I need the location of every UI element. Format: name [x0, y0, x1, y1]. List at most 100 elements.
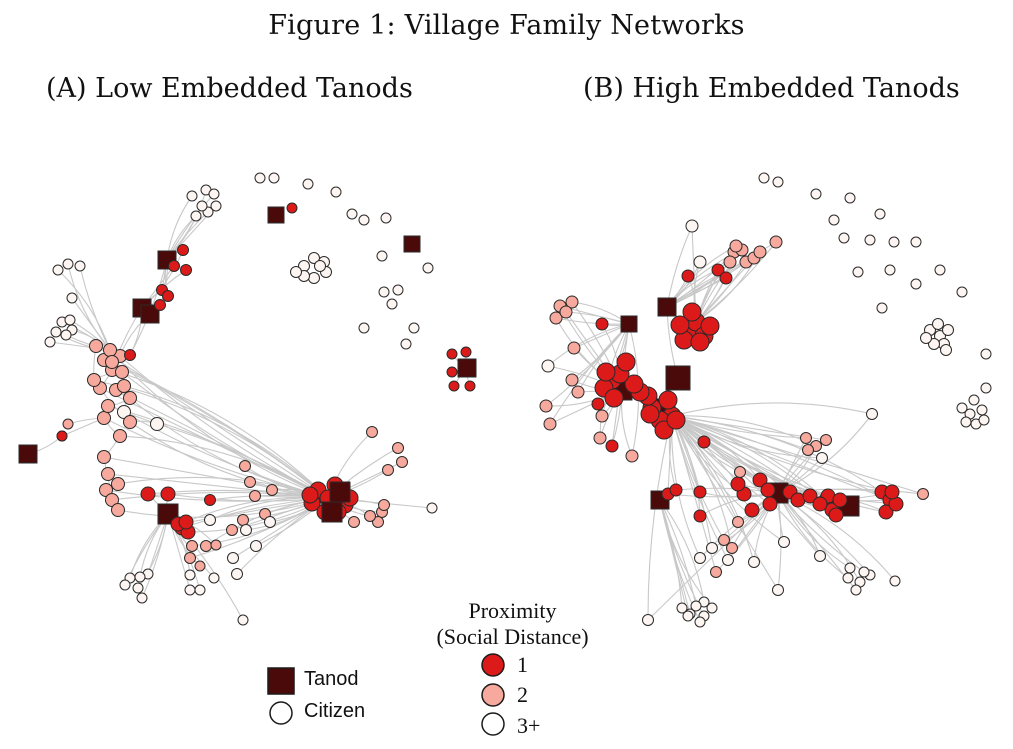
proximity-3plus-node [934, 264, 946, 276]
proximity-2-node [210, 539, 222, 551]
proximity-1-node [464, 380, 476, 392]
proximity-3plus-node [136, 592, 148, 604]
family-tie-edge [659, 499, 705, 603]
proximity-2-node [917, 488, 929, 500]
proximity-3plus-node [778, 536, 790, 548]
family-tie-edge [255, 497, 329, 547]
proximity-1-node [595, 317, 609, 331]
legend-tanod-square [267, 667, 295, 695]
proximity-3plus-node [186, 190, 198, 202]
proximity-3plus-node [184, 569, 196, 581]
proximity-2-node [266, 484, 278, 496]
proximity-3plus-node [184, 584, 196, 596]
family-tie-edge [121, 371, 329, 499]
proximity-2-node [97, 450, 111, 464]
proximity-3plus-node [816, 452, 828, 464]
family-tie-edge [671, 415, 823, 459]
legend-proximity-1-label: 1 [517, 652, 528, 677]
proximity-1-node [604, 388, 624, 408]
panel-a-title: (A) Low Embedded Tanods [46, 73, 413, 104]
proximity-3plus-node [268, 172, 280, 184]
proximity-2-node [732, 516, 744, 528]
proximity-2-node [237, 514, 249, 526]
proximity-2-node [571, 385, 585, 399]
proximity-2-node [226, 524, 238, 536]
legend-proximity-title: Proximity [468, 598, 557, 623]
tanod-node [403, 235, 421, 253]
family-tie-edge [671, 415, 807, 439]
family-tie-edge [671, 415, 809, 451]
proximity-1-node [446, 366, 458, 378]
proximity-3plus-node [810, 188, 822, 200]
proximity-2-node [565, 295, 579, 309]
proximity-3plus-node [541, 359, 555, 373]
proximity-3plus-node [694, 616, 706, 628]
proximity-1-node [711, 263, 725, 277]
proximity-1-node [752, 472, 768, 488]
proximity-3plus-node [722, 554, 734, 566]
legend-citizen-circle [269, 701, 293, 725]
proximity-2-node [117, 379, 131, 393]
proximity-3plus-node [380, 212, 392, 224]
proximity-2-node [366, 426, 378, 438]
proximity-3plus-node [194, 584, 206, 596]
proximity-2-node [97, 411, 111, 425]
tanod-node [140, 304, 160, 324]
proximity-3plus-node [290, 266, 302, 278]
proximity-2-node [769, 235, 783, 249]
proximity-1-node [719, 271, 733, 285]
proximity-2-node [539, 399, 553, 413]
proximity-3plus-node [866, 408, 878, 420]
proximity-3plus-node [308, 272, 320, 284]
proximity-3plus-node [968, 394, 980, 406]
proximity-1-node [301, 486, 319, 504]
proximity-3plus-node [772, 584, 784, 596]
proximity-1-node [884, 484, 900, 500]
proximity-2-node [723, 255, 737, 269]
proximity-3plus-node [134, 571, 146, 583]
family-tie-edge [123, 411, 329, 499]
family-tie-edge [111, 361, 329, 499]
proximity-1-node [658, 390, 678, 410]
proximity-3plus-node [376, 250, 388, 262]
proximity-3plus-node [204, 514, 216, 526]
proximity-2-node [123, 415, 137, 429]
proximity-1-node [624, 374, 644, 394]
family-tie-edge [647, 415, 673, 621]
proximity-3plus-node [132, 582, 144, 594]
family-tie-edge [103, 456, 329, 499]
proximity-1-node [56, 430, 68, 442]
proximity-3plus-node [852, 266, 864, 278]
proximity-3plus-node [828, 214, 840, 226]
proximity-1-node [616, 352, 636, 372]
proximity-2-node [565, 373, 579, 387]
proximity-2-node [103, 343, 117, 357]
tanod-node [329, 481, 351, 503]
proximity-3plus-node [227, 552, 239, 564]
proximity-3plus-node [346, 208, 358, 220]
family-tie-edge [671, 402, 873, 417]
proximity-1-node [744, 502, 760, 518]
proximity-2-node [392, 442, 404, 454]
proximity-2-node [105, 355, 119, 369]
proximity-2-node [718, 534, 730, 546]
proximity-2-node [89, 339, 103, 353]
panel-b-network [539, 172, 992, 628]
proximity-1-node [697, 435, 711, 449]
proximity-1-node [460, 346, 472, 358]
family-tie-edge [777, 492, 871, 576]
proximity-2-node [382, 464, 394, 476]
family-tie-edge [777, 492, 849, 579]
tanod-node [18, 444, 38, 464]
proximity-2-node [111, 477, 125, 491]
proximity-1-node [204, 494, 216, 506]
proximity-3plus-node [706, 602, 718, 614]
proximity-3plus-node [920, 332, 932, 344]
proximity-3plus-node [758, 172, 770, 184]
family-tie-edge [79, 265, 111, 351]
legend-proximity-2-label: 2 [517, 682, 528, 707]
proximity-1-node [178, 514, 194, 530]
proximity-3plus-node [400, 338, 412, 350]
proximity-1-node [878, 504, 894, 520]
proximity-2-node [820, 434, 832, 446]
